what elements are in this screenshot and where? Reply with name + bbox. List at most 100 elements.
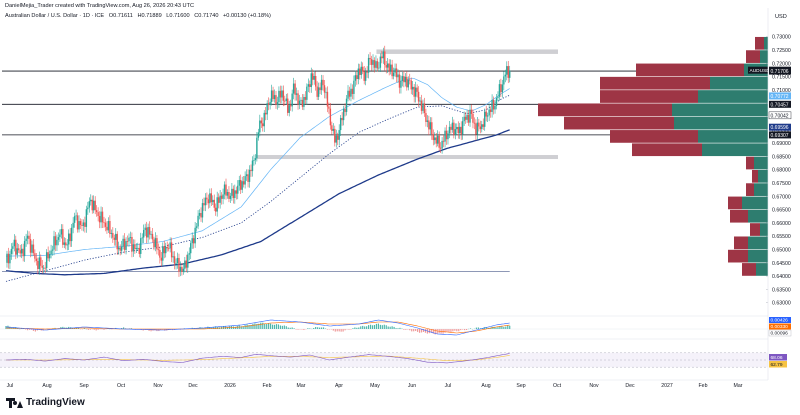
macd-hist-bar: [454, 329, 456, 331]
macd-hist-bar: [336, 329, 338, 332]
macd-hist-bar: [501, 326, 503, 329]
macd-hist-bar: [430, 329, 432, 333]
macd-hist-bar: [275, 324, 278, 329]
x-tick-label: Nov: [589, 383, 599, 389]
candle-body: [323, 85, 326, 93]
candle-body: [65, 242, 67, 246]
profile-bar-green: [698, 130, 768, 143]
candle-body: [406, 76, 408, 88]
y-tick-label: 0.66000: [772, 221, 791, 227]
candle-body: [400, 80, 402, 88]
candle-body: [125, 241, 127, 250]
candle-body: [147, 227, 149, 238]
candle-body: [210, 193, 213, 203]
y-tick-label: 0.63500: [772, 287, 791, 293]
candle-body: [145, 227, 148, 238]
x-tick-label: Dec: [188, 383, 198, 389]
profile-bar-green: [742, 196, 768, 210]
macd-hist-bar: [354, 327, 356, 329]
tradingview-logo[interactable]: TradingView: [6, 397, 85, 408]
macd-hist-bar: [266, 324, 268, 329]
candle-body: [331, 125, 333, 131]
candle-body: [98, 216, 101, 223]
macd-hist-bar: [150, 329, 152, 332]
candle-body: [26, 235, 29, 239]
x-tick-label: Oct: [553, 383, 562, 389]
candle-body: [425, 113, 427, 122]
candle-body: [88, 201, 90, 208]
profile-bar-red: [564, 116, 674, 130]
candle-body: [354, 75, 357, 81]
macd-hist-bar: [505, 326, 507, 329]
y-tick-label: 0.72500: [772, 48, 791, 54]
candle-body: [248, 169, 251, 182]
profile-bar-red: [752, 169, 758, 183]
macd-hist-bar: [393, 326, 395, 329]
candle-body: [93, 200, 95, 211]
candle-body: [15, 239, 17, 255]
candle-body: [287, 98, 289, 113]
candle-body: [501, 84, 504, 93]
y-tick-label: 0.73000: [772, 35, 791, 41]
candle-body: [235, 190, 237, 194]
profile-bar-red: [750, 223, 760, 236]
macd-hist-bar: [87, 329, 89, 330]
candle-body: [175, 263, 177, 264]
macd-hist-bar: [258, 323, 260, 329]
profile-bar-red: [600, 90, 698, 103]
macd-hist-bar: [434, 329, 436, 335]
candle-body: [6, 253, 8, 263]
candle-body: [165, 246, 167, 254]
candle-body: [460, 126, 462, 135]
candle-body: [153, 239, 155, 248]
candle-body: [378, 67, 380, 69]
macd-signal-line: [5, 321, 510, 334]
candle-body: [384, 51, 386, 65]
candle-body: [345, 98, 348, 112]
candle-body: [392, 72, 395, 77]
candle-body: [185, 260, 188, 268]
candle-body: [356, 75, 358, 80]
candle-body: [381, 56, 383, 59]
profile-bar-green: [760, 50, 768, 63]
macd-hist-bar: [411, 329, 413, 332]
candle-body: [273, 95, 276, 100]
y-tick-label: 0.71000: [772, 88, 791, 94]
candle-body: [100, 211, 102, 223]
candle-body: [307, 84, 310, 87]
candle-body: [439, 147, 442, 149]
macd-hist-bar: [340, 329, 342, 332]
candle-body: [229, 195, 232, 199]
macd-hist-bar: [315, 327, 317, 329]
candle-body: [23, 241, 26, 257]
candle-body: [303, 97, 305, 107]
candle-body: [398, 74, 401, 88]
y-tick-label: 0.71500: [772, 75, 791, 81]
candle-body: [410, 80, 412, 90]
candle-body: [401, 76, 404, 81]
macd-hist-bar: [446, 329, 448, 332]
candle-body: [110, 232, 113, 234]
candle-body: [363, 71, 365, 81]
x-tick-label: 2027: [661, 383, 673, 389]
currency-label: USD: [775, 14, 787, 20]
macd-hist-bar: [448, 329, 450, 333]
candle-body: [45, 252, 48, 269]
macd-hist-bar: [264, 323, 266, 329]
candle-body: [422, 103, 424, 111]
candle-body: [478, 122, 480, 127]
brand-name: TradingView: [26, 397, 85, 408]
macd-hist-bar: [72, 328, 74, 329]
candle-body: [44, 267, 46, 269]
candle-body: [19, 250, 21, 254]
macd-hist-bar: [242, 326, 244, 329]
candle-body: [495, 97, 498, 106]
profile-bar-green: [764, 36, 768, 50]
candle-body: [104, 222, 107, 227]
candle-body: [118, 247, 120, 250]
macd-hist-bar: [319, 327, 321, 329]
candle-body: [162, 246, 164, 261]
macd-hist-bar: [444, 329, 446, 333]
candle-body: [370, 59, 373, 65]
